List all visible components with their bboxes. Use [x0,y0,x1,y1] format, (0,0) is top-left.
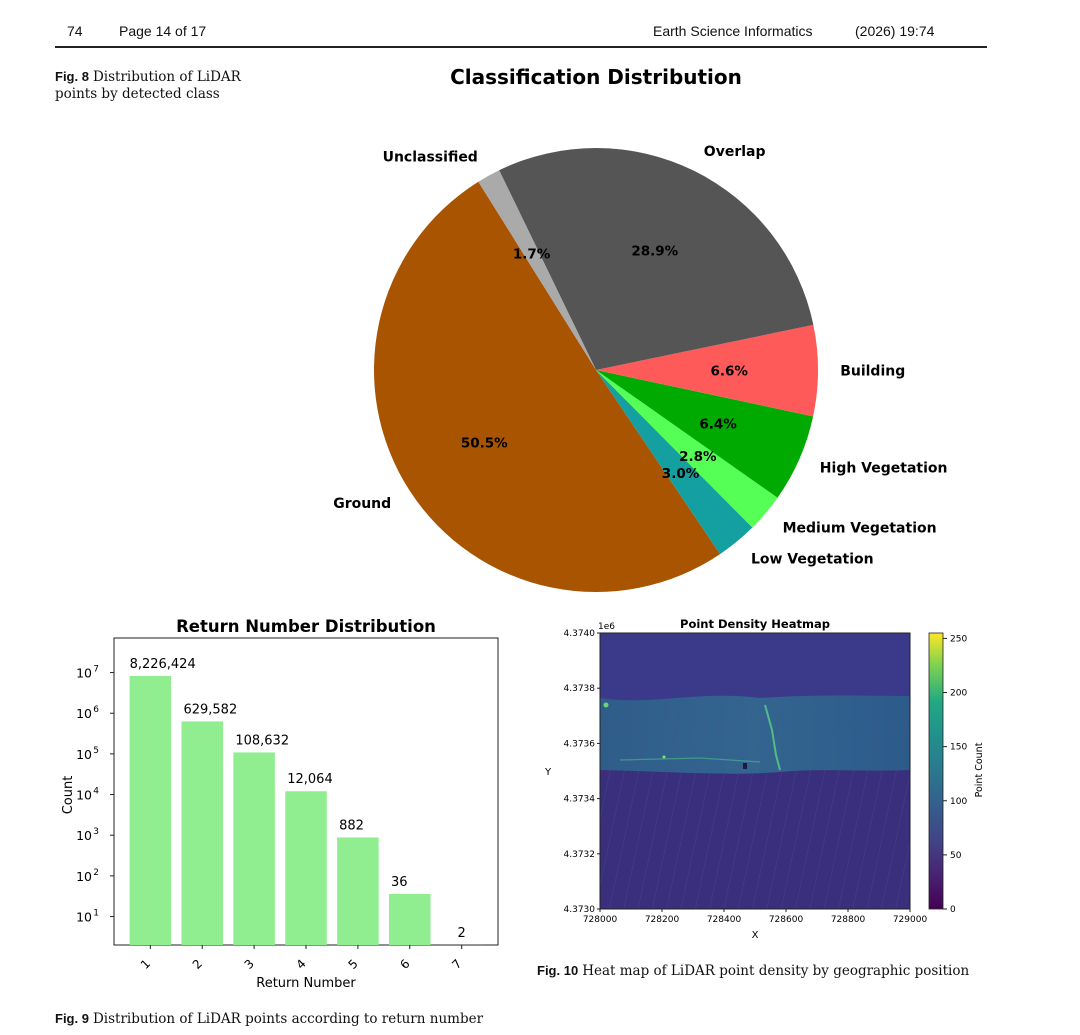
pie-value-label: 6.6% [710,363,748,379]
pie-value-label: 28.9% [631,243,678,259]
colorbar-label: Point Count [974,742,985,797]
pie-title: Classification Distribution [450,65,742,89]
heatmap-y-tick-label: 4.3740 [564,629,596,639]
bar-value-label: 12,064 [287,772,333,787]
page-header: 74 Page 14 of 17 Earth Science Informati… [55,20,987,48]
pie-chart: Classification Distribution 50.5% Ground 3… [333,65,948,592]
heatmap-y-tick-label: 4.3730 [564,905,596,915]
colorbar-tick-label: 250 [950,634,967,644]
heatmap-y-tick-label: 4.3738 [564,684,596,694]
heatmap-colorbar [928,632,944,910]
pie-slice-unclassified [478,170,596,370]
bar-y-tick-label: 10 [76,788,92,803]
heatmap-y-tick-label: 4.3732 [564,850,596,860]
year-volume: (2026) 19:74 [855,23,935,39]
bar-value-label: 108,632 [235,733,289,748]
pie-slice-high-vegetation [596,370,814,498]
bar-y-tick-label: 10 [76,910,92,925]
colorbar-tick-label: 150 [950,743,967,753]
pie-slice-building [596,324,819,417]
heatmap-title: Point Density Heatmap [680,617,830,631]
pie-category-label: Unclassified [383,149,478,165]
heatmap-y-tick-label: 4.3734 [564,795,596,805]
heatmap-ylabel: Y [544,767,552,778]
colorbar-tick-label: 200 [950,689,967,699]
heatmap-chart: Point Density Heatmap 1e6 728000 728200 72… [544,617,985,941]
fig8-label: Fig. 8 [55,69,89,84]
fig10-caption: Fig. 10 Heat map of LiDAR point density b… [537,962,1017,980]
pie-category-label: Ground [333,496,391,512]
bar-2 [181,721,223,945]
pie-category-label: Overlap [704,144,766,160]
heatmap-x-tick-label: 728200 [645,915,680,925]
bar-y-tick-exponent: 6 [93,705,99,715]
colorbar-tick-label: 100 [950,797,967,807]
bar-chart: Return Number Distribution 8,226,424 629,… [61,617,499,991]
pie-category-label: Building [840,364,905,380]
pie-value-label: 3.0% [662,466,700,482]
heatmap-xlabel: X [752,930,759,941]
fig10-text: Heat map of LiDAR point density by geogr… [582,963,970,979]
bar-y-tick-label: 10 [76,828,92,843]
bar-y-tick-exponent: 1 [93,909,99,919]
page-number: 74 [67,23,83,39]
bar-value-label: 36 [391,875,408,890]
fig8-caption: Fig. 8 Distribution of LiDAR points by de… [55,68,275,103]
pie-category-label: Low Vegetation [751,552,874,568]
heatmap-y-offset: 1e6 [598,622,615,632]
bar-value-label: 882 [339,818,364,833]
pie-slice-medium-vegetation [596,370,778,528]
bar-value-label: 2 [458,926,466,941]
bar-y-tick-exponent: 3 [93,827,99,837]
bar-y-tick-exponent: 4 [93,787,99,797]
pie-category-label: High Vegetation [820,461,948,477]
heatmap-x-tick-label: 728000 [583,915,618,925]
heatmap-x-tick-label: 728400 [707,915,742,925]
bar-ylabel: Count [61,776,76,815]
bar-y-tick-exponent: 5 [93,746,99,756]
bar-1 [129,676,172,945]
heatmap-image [600,633,910,909]
bar-y-tick-label: 10 [76,747,92,762]
pie-value-label: 2.8% [679,449,717,465]
bar-y-tick-label: 10 [76,869,92,884]
bar-3 [233,752,275,945]
bar-title: Return Number Distribution [176,617,436,636]
bar-4 [285,791,327,945]
bar-5 [337,837,379,945]
fig10-label: Fig. 10 [537,963,579,978]
fig9-caption: Fig. 9 Distribution of LiDAR points accor… [55,1010,535,1028]
colorbar-tick-label: 50 [950,851,962,861]
heatmap-x-tick-label: 728800 [831,915,866,925]
bar-value-label: 8,226,424 [130,657,196,672]
pie-slice-overlap [499,148,814,370]
journal-name: Earth Science Informatics [653,23,813,39]
bar-y-tick-label: 10 [76,666,92,681]
pie-value-label: 6.4% [699,416,737,432]
pie-value-label: 1.7% [513,246,551,262]
pie-slice-ground [374,181,721,592]
bar-y-tick-label: 10 [76,706,92,721]
heatmap-x-tick-label: 729000 [893,915,928,925]
colorbar-tick-label: 0 [950,905,956,915]
heatmap-x-tick-label: 728600 [769,915,804,925]
bar-xlabel: Return Number [256,976,356,991]
bar-value-label: 629,582 [183,702,237,717]
fig8-text: Distribution of LiDAR points by detected… [55,69,241,102]
bar-y-tick-exponent: 2 [93,868,99,878]
heatmap-frame [599,632,911,910]
bar-y-tick-exponent: 7 [93,665,99,675]
pie-value-label: 50.5% [461,436,508,452]
fig9-label: Fig. 9 [55,1011,89,1026]
page-of: Page 14 of 17 [119,23,207,39]
pie-category-label: Medium Vegetation [783,520,937,536]
heatmap-y-tick-label: 4.3736 [564,739,596,749]
pie-slice-low-vegetation [596,370,753,555]
fig9-text: Distribution of LiDAR points according t… [92,1011,484,1027]
bar-6 [389,893,431,945]
